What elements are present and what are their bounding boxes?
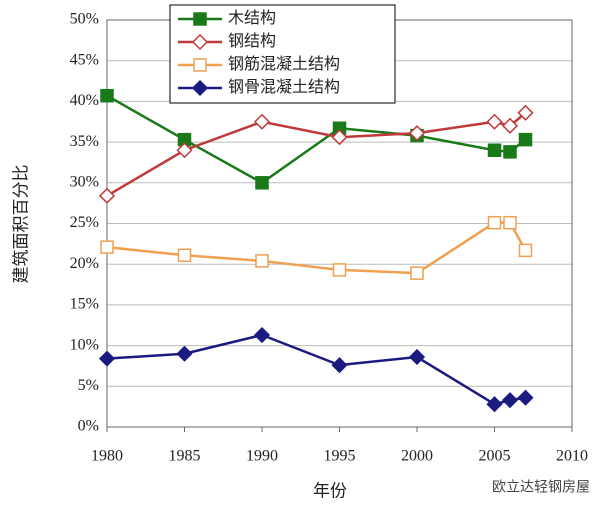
marker [255,254,269,268]
marker [253,326,271,344]
marker [501,392,519,409]
y-tick-label: 10% [70,336,99,353]
marker [332,263,347,277]
marker [518,243,533,258]
y-axis-label: 建筑面积百分比 [11,165,30,284]
marker [100,88,114,103]
legend-marker [193,12,207,26]
legend-label: 木结构 [228,9,276,27]
legend-label: 钢筋混凝土结构 [228,55,340,73]
marker [98,350,116,367]
marker [486,113,503,130]
series-line [106,221,527,275]
y-tick-label: 5% [78,377,99,394]
marker [177,248,192,262]
marker [255,176,269,190]
y-tick-label: 35% [70,133,99,150]
marker [176,345,193,362]
legend-label: 钢骨混凝土结构 [228,78,340,96]
marker [486,396,503,413]
marker [410,266,424,280]
marker [487,143,502,157]
marker [408,125,426,142]
watermark: 欧立达轻钢房屋 [492,479,590,495]
y-tick-label: 25% [70,214,99,231]
marker [331,129,348,146]
x-tick-label: 2010 [556,448,588,465]
series-line [106,111,527,197]
legend-box [169,4,396,104]
series-line [106,94,527,185]
marker [503,215,517,230]
legend-marker [191,79,209,97]
marker [517,104,534,121]
legend-marker [193,58,207,72]
marker [408,348,426,366]
marker [176,142,193,159]
marker [331,357,348,374]
marker [501,117,519,134]
marker [518,132,533,147]
y-tick-label: 15% [70,296,99,313]
x-tick-label: 1980 [91,448,123,465]
x-tick-label: 1990 [246,448,278,465]
marker [100,240,114,254]
legend-label: 钢结构 [228,32,276,50]
y-tick-label: 30% [70,173,99,190]
y-tick-label: 40% [70,92,99,109]
marker [517,389,534,406]
legend-marker [191,33,209,51]
y-tick-label: 45% [70,51,99,68]
x-tick-label: 2005 [479,448,511,465]
marker [253,113,271,130]
x-tick-label: 2000 [401,448,433,465]
y-tick-label: 50% [70,11,99,28]
marker [98,187,116,204]
x-axis-label: 年份 [313,481,347,500]
x-tick-label: 1995 [324,448,356,465]
y-tick-label: 0% [78,418,99,435]
y-tick-label: 20% [70,255,99,272]
marker [487,215,502,230]
marker [503,145,517,159]
x-tick-label: 1985 [169,448,201,465]
